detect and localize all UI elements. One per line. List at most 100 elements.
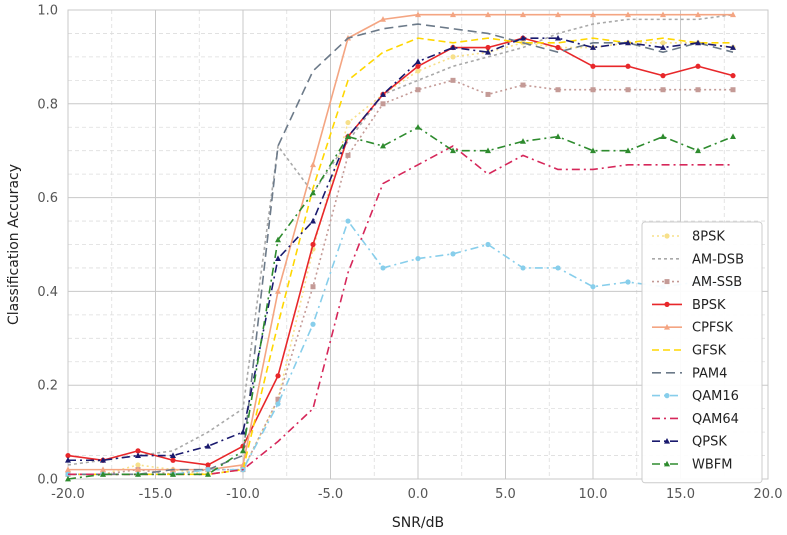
data-point [415, 63, 421, 69]
legend-label: 8PSK [692, 230, 725, 245]
data-point [730, 133, 736, 140]
data-point [415, 68, 421, 74]
data-point [590, 147, 596, 154]
legend-item: QAM64 [652, 412, 739, 427]
data-point [664, 233, 670, 239]
data-point [555, 87, 561, 93]
data-point [485, 241, 491, 248]
series-line [68, 13, 733, 471]
data-point [415, 58, 421, 64]
data-point [485, 91, 491, 97]
data-point [135, 452, 141, 458]
data-point [625, 39, 631, 46]
data-point [660, 87, 666, 93]
data-point [275, 288, 281, 294]
x-tick-label: 0.0 [408, 487, 429, 502]
data-point [590, 284, 596, 290]
x-tick-label: 15.0 [666, 487, 695, 502]
series-line [67, 13, 734, 466]
data-point [345, 133, 351, 140]
y-tick-label: 0.2 [37, 379, 58, 394]
data-point [555, 44, 561, 51]
data-point [100, 466, 106, 473]
data-point [275, 236, 281, 243]
data-point [664, 460, 670, 467]
data-point [660, 40, 666, 46]
legend-item: 8PSK [652, 230, 725, 245]
data-point [730, 11, 736, 18]
data-point [380, 265, 386, 271]
legend-item: WBFM [652, 458, 732, 473]
data-point [415, 124, 421, 130]
data-point [590, 87, 596, 93]
data-point [65, 466, 71, 473]
data-point [380, 101, 386, 107]
data-point [590, 11, 596, 18]
series-qpsk [65, 34, 736, 463]
data-point [135, 471, 141, 477]
data-point [275, 255, 281, 261]
data-point [345, 119, 351, 126]
x-tick-label: -20.0 [51, 487, 85, 502]
data-point [240, 447, 246, 454]
data-point [450, 44, 456, 50]
legend-item: BPSK [652, 298, 726, 313]
data-point [450, 147, 456, 154]
data-point [415, 87, 421, 93]
legend-label: AM-SSB [692, 275, 742, 290]
data-point [730, 87, 736, 93]
data-point [415, 11, 421, 18]
data-point [695, 63, 701, 69]
data-point [555, 265, 561, 271]
series-wbfm [65, 124, 736, 482]
y-tick-label: 0.8 [37, 97, 58, 112]
data-point [660, 73, 666, 79]
data-point [625, 279, 631, 285]
data-point [310, 217, 316, 224]
data-point [555, 11, 561, 18]
x-tick-label: 20.0 [754, 487, 783, 502]
data-point [135, 462, 141, 468]
data-point [625, 147, 631, 154]
legend: 8PSK AM-DSB AM-SSB BPSK CPFSK GFSK PAM4 QAM16 QA… [641, 221, 763, 484]
y-tick-label: 0.4 [37, 285, 58, 300]
data-point [555, 34, 561, 41]
data-point [65, 475, 71, 482]
legend-item: QAM16 [652, 389, 739, 404]
data-point [100, 471, 106, 477]
data-point [205, 467, 211, 473]
data-point [695, 39, 701, 46]
legend-item: QPSK [652, 435, 727, 450]
data-point [485, 44, 491, 51]
legend-label: QAM64 [692, 412, 739, 427]
x-tick-label: 10.0 [579, 487, 608, 502]
data-point [664, 324, 670, 330]
data-point [380, 16, 386, 22]
data-point [555, 133, 561, 140]
data-point [205, 462, 211, 468]
x-tick-label: -5.0 [318, 487, 343, 502]
data-point [170, 471, 176, 477]
data-point [660, 133, 666, 140]
data-point [345, 218, 351, 224]
x-tick-label: -10.0 [226, 487, 260, 502]
data-point [485, 11, 491, 18]
data-point [415, 255, 421, 262]
legend-item: GFSK [652, 344, 727, 359]
data-point [664, 301, 670, 307]
data-point [310, 284, 316, 290]
y-axis-label: Classification Accuracy [6, 164, 22, 325]
data-point [695, 147, 701, 154]
data-point [660, 44, 666, 50]
y-tick-label: 0.6 [37, 191, 58, 206]
data-point [240, 428, 246, 435]
data-point [310, 321, 316, 327]
series-cpfsk [65, 11, 736, 473]
data-point [380, 142, 386, 149]
y-tick-label: 1.0 [37, 4, 58, 19]
legend-item: AM-SSB [652, 275, 742, 290]
data-point [310, 161, 316, 168]
data-point [520, 34, 526, 41]
data-point [450, 54, 456, 60]
